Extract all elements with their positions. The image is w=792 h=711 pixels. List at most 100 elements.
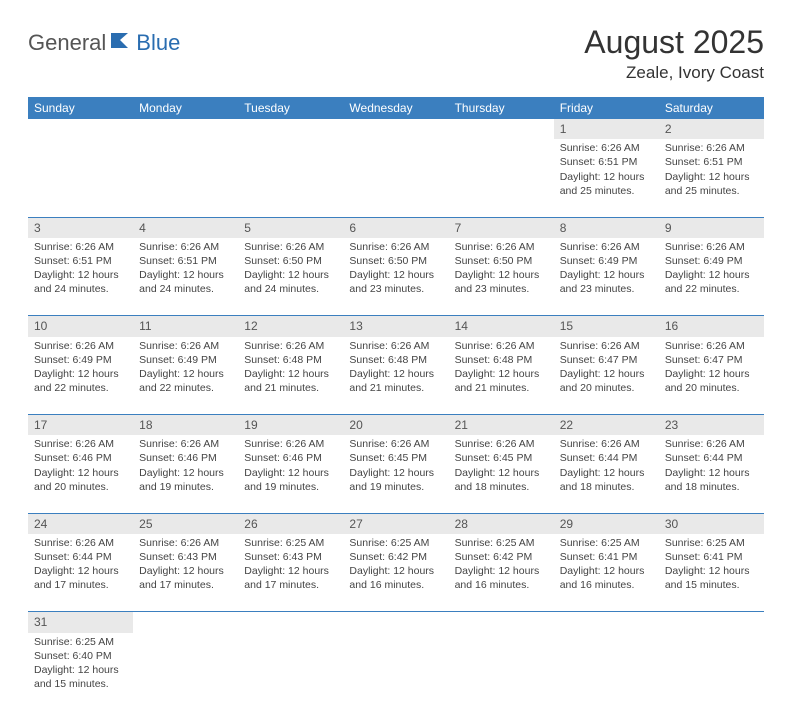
day-number-cell xyxy=(343,119,448,139)
calendar-week-row: Sunrise: 6:25 AMSunset: 6:40 PMDaylight:… xyxy=(28,633,764,711)
day-number-cell: 15 xyxy=(554,316,659,337)
calendar-cell: Sunrise: 6:25 AMSunset: 6:41 PMDaylight:… xyxy=(554,534,659,612)
daylight-line: Daylight: 12 hours xyxy=(34,663,127,677)
daylight-line: and 19 minutes. xyxy=(349,480,442,494)
daylight-line: and 21 minutes. xyxy=(244,381,337,395)
sunrise-line: Sunrise: 6:26 AM xyxy=(244,240,337,254)
sunset-line: Sunset: 6:44 PM xyxy=(34,550,127,564)
day-number-cell xyxy=(238,119,343,139)
sunrise-line: Sunrise: 6:26 AM xyxy=(665,240,758,254)
daylight-line: and 22 minutes. xyxy=(665,282,758,296)
day-number-cell: 9 xyxy=(659,217,764,238)
daylight-line: Daylight: 12 hours xyxy=(139,268,232,282)
daylight-line: and 17 minutes. xyxy=(244,578,337,592)
day-header: Monday xyxy=(133,97,238,119)
calendar-cell xyxy=(659,633,764,711)
sunrise-line: Sunrise: 6:26 AM xyxy=(244,339,337,353)
daylight-line: and 21 minutes. xyxy=(349,381,442,395)
day-header: Tuesday xyxy=(238,97,343,119)
daylight-line: and 22 minutes. xyxy=(139,381,232,395)
calendar-cell xyxy=(133,633,238,711)
sunset-line: Sunset: 6:46 PM xyxy=(244,451,337,465)
location-subtitle: Zeale, Ivory Coast xyxy=(584,63,764,83)
calendar-week-row: Sunrise: 6:26 AM Sunset: 6:44 PM Daylight:… xyxy=(28,534,764,612)
sunset-line: Sunset: 6:50 PM xyxy=(455,254,548,268)
sunrise-line: Sunrise: 6:26 AM xyxy=(139,536,232,550)
sunset-line: Sunset: 6:43 PM xyxy=(139,550,232,564)
daylight-line: Daylight: 12 hours xyxy=(244,367,337,381)
sunset-line: Sunset: 6:51 PM xyxy=(139,254,232,268)
day-header: Wednesday xyxy=(343,97,448,119)
day-number-cell: 8 xyxy=(554,217,659,238)
sunset-line: Sunset: 6:47 PM xyxy=(560,353,653,367)
calendar-cell xyxy=(343,139,448,217)
day-number-cell: 16 xyxy=(659,316,764,337)
sunrise-line: Sunrise: 6:26 AM xyxy=(139,240,232,254)
daylight-line: Daylight: 12 hours xyxy=(139,564,232,578)
day-number-cell xyxy=(554,612,659,633)
sunrise-line: Sunrise: 6:26 AM xyxy=(665,339,758,353)
daylight-line: and 15 minutes. xyxy=(34,677,127,691)
sunset-line: Sunset: 6:46 PM xyxy=(34,451,127,465)
calendar-week-row: Sunrise: 6:26 AMSunset: 6:49 PMDaylight:… xyxy=(28,337,764,415)
day-header: Thursday xyxy=(449,97,554,119)
daylight-line: and 20 minutes. xyxy=(34,480,127,494)
daylight-line: and 17 minutes. xyxy=(139,578,232,592)
daylight-line: Daylight: 12 hours xyxy=(34,367,127,381)
day-number-cell: 28 xyxy=(449,513,554,534)
calendar-cell: Sunrise: 6:26 AMSunset: 6:47 PMDaylight:… xyxy=(554,337,659,415)
calendar-cell: Sunrise: 6:26 AMSunset: 6:47 PMDaylight:… xyxy=(659,337,764,415)
daylight-line: Daylight: 12 hours xyxy=(244,466,337,480)
day-number-cell: 12 xyxy=(238,316,343,337)
calendar-cell xyxy=(449,633,554,711)
daylight-line: Daylight: 12 hours xyxy=(34,268,127,282)
daylight-line: Daylight: 12 hours xyxy=(455,466,548,480)
calendar-cell: Sunrise: 6:25 AMSunset: 6:43 PMDaylight:… xyxy=(238,534,343,612)
calendar-cell: Sunrise: 6:26 AMSunset: 6:46 PMDaylight:… xyxy=(133,435,238,513)
sunrise-line: Sunrise: 6:26 AM xyxy=(455,240,548,254)
flag-icon xyxy=(110,31,134,56)
sunrise-line: Sunrise: 6:25 AM xyxy=(455,536,548,550)
day-number-cell: 26 xyxy=(238,513,343,534)
daylight-line: and 18 minutes. xyxy=(560,480,653,494)
calendar-cell: Sunrise: 6:25 AMSunset: 6:40 PMDaylight:… xyxy=(28,633,133,711)
calendar-cell: Sunrise: 6:25 AMSunset: 6:42 PMDaylight:… xyxy=(449,534,554,612)
calendar-cell: Sunrise: 6:26 AMSunset: 6:45 PMDaylight:… xyxy=(449,435,554,513)
day-number-cell: 17 xyxy=(28,415,133,436)
calendar-cell: Sunrise: 6:26 AMSunset: 6:50 PMDaylight:… xyxy=(343,238,448,316)
calendar-cell: Sunrise: 6:26 AMSunset: 6:51 PMDaylight:… xyxy=(28,238,133,316)
calendar-week-row: Sunrise: 6:26 AMSunset: 6:46 PMDaylight:… xyxy=(28,435,764,513)
sunset-line: Sunset: 6:41 PM xyxy=(560,550,653,564)
calendar-cell: Sunrise: 6:26 AMSunset: 6:45 PMDaylight:… xyxy=(343,435,448,513)
day-number-cell xyxy=(659,612,764,633)
title-block: August 2025 Zeale, Ivory Coast xyxy=(584,24,764,83)
day-number-cell xyxy=(28,119,133,139)
sunrise-line: Sunrise: 6:26 AM xyxy=(560,240,653,254)
daylight-line: and 20 minutes. xyxy=(665,381,758,395)
day-number-cell: 22 xyxy=(554,415,659,436)
day-number-cell xyxy=(449,612,554,633)
day-header: Friday xyxy=(554,97,659,119)
day-number-cell xyxy=(133,119,238,139)
daynum-row: 31 xyxy=(28,612,764,633)
daylight-line: and 21 minutes. xyxy=(455,381,548,395)
day-number-cell: 10 xyxy=(28,316,133,337)
sunrise-line: Sunrise: 6:26 AM xyxy=(560,141,653,155)
daylight-line: Daylight: 12 hours xyxy=(455,367,548,381)
daynum-row: 17181920212223 xyxy=(28,415,764,436)
calendar-cell: Sunrise: 6:26 AMSunset: 6:49 PMDaylight:… xyxy=(659,238,764,316)
sunset-line: Sunset: 6:48 PM xyxy=(244,353,337,367)
sunrise-line: Sunrise: 6:26 AM xyxy=(455,339,548,353)
calendar-cell: Sunrise: 6:26 AMSunset: 6:44 PMDaylight:… xyxy=(28,534,133,612)
daylight-line: Daylight: 12 hours xyxy=(665,170,758,184)
day-number-cell: 13 xyxy=(343,316,448,337)
daylight-line: Daylight: 12 hours xyxy=(349,564,442,578)
calendar-cell: Sunrise: 6:26 AMSunset: 6:51 PMDaylight:… xyxy=(133,238,238,316)
sunset-line: Sunset: 6:42 PM xyxy=(349,550,442,564)
day-number-cell: 23 xyxy=(659,415,764,436)
calendar-cell: Sunrise: 6:26 AMSunset: 6:44 PMDaylight:… xyxy=(554,435,659,513)
daynum-row: 10111213141516 xyxy=(28,316,764,337)
daylight-line: Daylight: 12 hours xyxy=(665,564,758,578)
sunset-line: Sunset: 6:48 PM xyxy=(455,353,548,367)
day-number-cell: 19 xyxy=(238,415,343,436)
